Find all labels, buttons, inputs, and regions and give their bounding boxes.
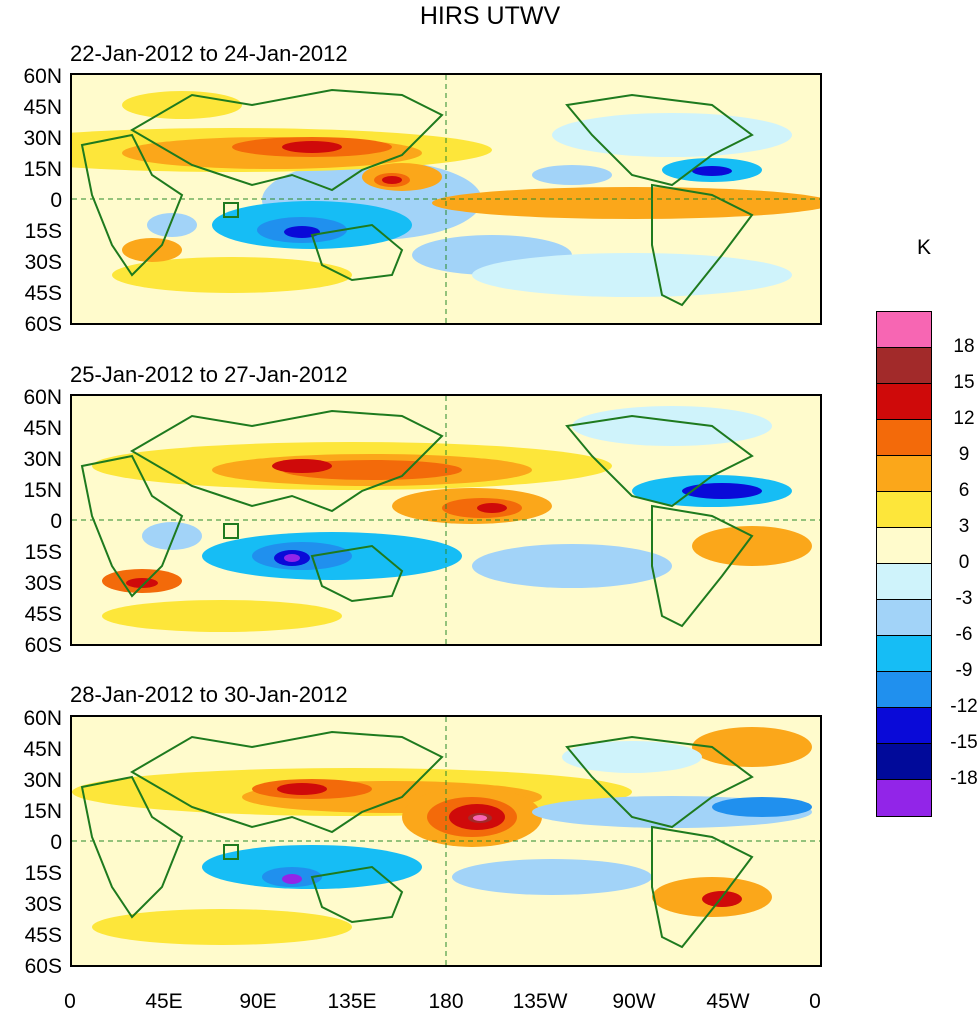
colorbar xyxy=(876,311,932,817)
panel-2-date-range: 25-Jan-2012 to 27-Jan-2012 xyxy=(70,362,348,387)
continent-outlines xyxy=(80,88,754,307)
lon-label: 90W xyxy=(612,990,656,1013)
panel-3-lat-label: 30S xyxy=(24,893,62,916)
panel-2-lat-label: 0 xyxy=(50,510,62,533)
panel-2-lat-label: 30N xyxy=(23,448,62,471)
colorbar-label: -6 xyxy=(955,624,973,645)
panel-3-lat-label: 15S xyxy=(24,862,62,885)
colorbar-label: 15 xyxy=(953,372,975,393)
panel-2-lat-label: 45N xyxy=(23,417,62,440)
panel-3-lat-label: 60N xyxy=(23,707,62,730)
panel-2-lat-label: 30S xyxy=(24,572,62,595)
figure-title: HIRS UTWV xyxy=(419,2,561,30)
colorbar-box xyxy=(877,348,931,384)
colorbar-label: -18 xyxy=(950,768,978,789)
colorbar-box xyxy=(877,780,931,816)
colorbar-box xyxy=(877,384,931,420)
panel-1-lat-label: 0 xyxy=(50,189,62,212)
panel-1-lat-label: 15N xyxy=(23,158,62,181)
lon-label: 135W xyxy=(512,990,568,1013)
panel-1-lat-label: 60S xyxy=(24,313,62,336)
colorbar-label: 3 xyxy=(958,516,970,537)
reference-lines xyxy=(72,396,820,644)
panel-1-date-range: 22-Jan-2012 to 24-Jan-2012 xyxy=(70,41,348,66)
colorbar-box xyxy=(877,528,931,564)
colorbar-box xyxy=(877,744,931,780)
colorbar-label: 9 xyxy=(958,444,970,465)
colorbar-box xyxy=(877,456,931,492)
colorbar-unit: K xyxy=(917,236,932,259)
colorbar-label: 6 xyxy=(958,480,970,501)
panel-2-lat-label: 45S xyxy=(24,603,62,626)
panel-1-map xyxy=(70,73,822,325)
anomaly-field xyxy=(92,406,812,632)
colorbar-label: -9 xyxy=(955,660,973,681)
panel-3-date-range: 28-Jan-2012 to 30-Jan-2012 xyxy=(70,682,348,707)
panel-1-lat-label: 30N xyxy=(23,127,62,150)
panel-3-lat-label: 15N xyxy=(23,800,62,823)
panel-3-lat-label: 30N xyxy=(23,769,62,792)
panel-3-lat-label: 45S xyxy=(24,924,62,947)
panel-3-lat-label: 0 xyxy=(50,831,62,854)
continent-outlines xyxy=(80,409,754,628)
colorbar-box xyxy=(877,708,931,744)
colorbar-label: -15 xyxy=(950,732,978,753)
panel-1-lat-label: 15S xyxy=(24,220,62,243)
lon-label: 90E xyxy=(239,990,277,1013)
panel-2-lat-label: 15S xyxy=(24,541,62,564)
panel-1-lat-label: 30S xyxy=(24,251,62,274)
colorbar-box xyxy=(877,600,931,636)
continent-outlines xyxy=(80,730,754,949)
anomaly-field xyxy=(72,727,812,945)
colorbar-label: -12 xyxy=(950,696,978,717)
colorbar-box xyxy=(877,492,931,528)
panel-1-lat-label: 60N xyxy=(23,65,62,88)
colorbar-box xyxy=(877,636,931,672)
colorbar-box xyxy=(877,564,931,600)
lon-label: 0 xyxy=(64,990,76,1013)
panel-3-map xyxy=(70,715,822,967)
colorbar-label: 0 xyxy=(958,552,970,573)
lon-label: 0 xyxy=(809,990,821,1013)
lon-label: 45W xyxy=(706,990,750,1013)
colorbar-label: 12 xyxy=(953,408,975,429)
panel-2-lat-label: 15N xyxy=(23,479,62,502)
lon-label: 45E xyxy=(145,990,183,1013)
colorbar-box xyxy=(877,672,931,708)
reference-lines xyxy=(72,75,820,323)
lon-label: 135E xyxy=(327,990,377,1013)
panel-3-lat-label: 45N xyxy=(23,738,62,761)
colorbar-label: -3 xyxy=(955,588,973,609)
panel-3-lat-label: 60S xyxy=(24,955,62,978)
panel-2-lat-label: 60S xyxy=(24,634,62,657)
panel-2-map xyxy=(70,394,822,646)
colorbar-box xyxy=(877,420,931,456)
colorbar-label: 18 xyxy=(953,336,975,357)
lon-label: 180 xyxy=(428,990,464,1013)
panel-2-lat-label: 60N xyxy=(23,386,62,409)
reference-lines xyxy=(72,717,820,965)
colorbar-box xyxy=(877,312,931,348)
panel-1-lat-label: 45S xyxy=(24,282,62,305)
panel-1-lat-label: 45N xyxy=(23,96,62,119)
